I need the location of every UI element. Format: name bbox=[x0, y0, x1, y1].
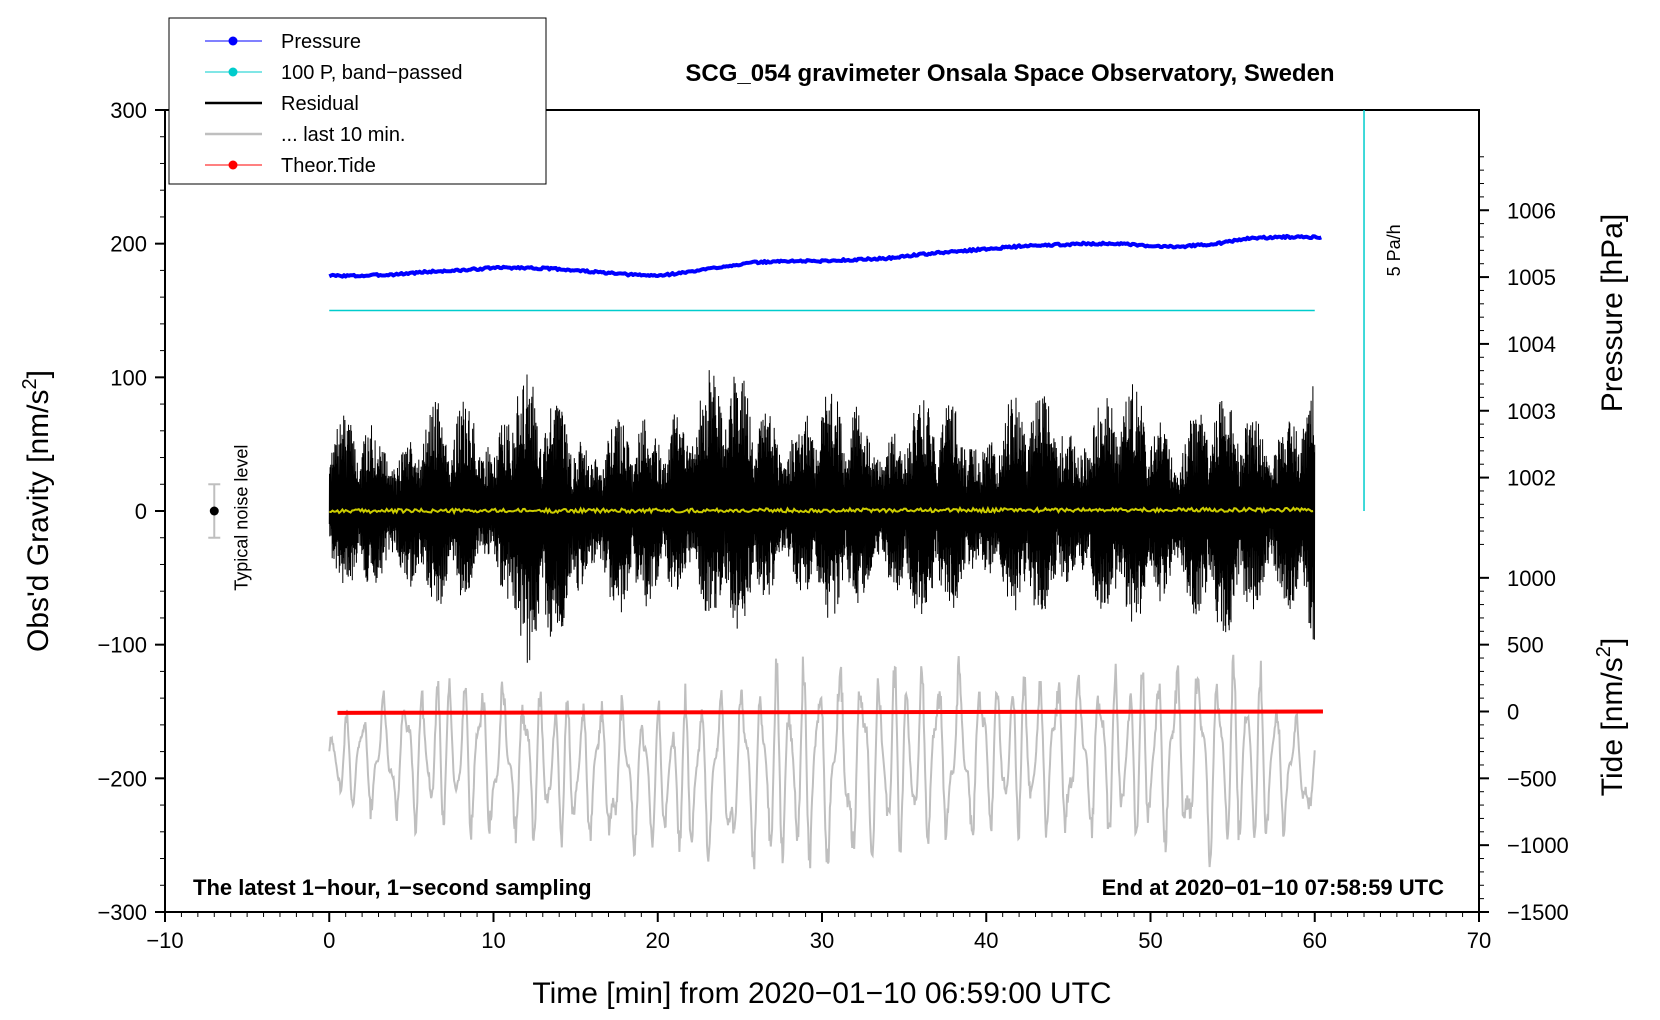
pressure-tick-label: 1002 bbox=[1507, 466, 1556, 491]
legend-marker bbox=[228, 36, 238, 46]
series-yellow-trend-line bbox=[329, 505, 1314, 516]
chart-title: SCG_054 gravimeter Onsala Space Observat… bbox=[685, 60, 1334, 87]
legend-label: Theor.Tide bbox=[281, 155, 376, 177]
annotation-layer: 5 Pa/h Typical noise level The latest 1−ho… bbox=[193, 110, 1444, 900]
tide-tick-label: −1500 bbox=[1507, 900, 1569, 925]
end-time-note: End at 2020−01−10 07:58:59 UTC bbox=[1102, 875, 1445, 900]
pressure-tick-label: 1005 bbox=[1507, 265, 1556, 290]
pressure-tick-label: 1006 bbox=[1507, 198, 1556, 223]
legend: Pressure 100 P, band−passed Residual ... la… bbox=[168, 17, 547, 185]
y-tick-label: −200 bbox=[97, 766, 147, 791]
y-tick-label: −100 bbox=[97, 633, 147, 658]
y-tick-label: 0 bbox=[135, 499, 147, 524]
latest-sampling-note: The latest 1−hour, 1−second sampling bbox=[193, 875, 592, 900]
tide-tick-label: −1000 bbox=[1507, 833, 1569, 858]
x-tick-label: 70 bbox=[1467, 928, 1491, 953]
legend-label: 100 P, band−passed bbox=[281, 62, 462, 84]
legend-marker bbox=[228, 67, 238, 77]
tide-tick-label: 0 bbox=[1507, 700, 1519, 725]
noise-level-dot bbox=[209, 506, 219, 516]
x-tick-label: 0 bbox=[323, 928, 335, 953]
series-pressure-line bbox=[328, 233, 1323, 279]
legend-rows: Pressure 100 P, band−passed Residual ... la… bbox=[205, 31, 462, 177]
series-layer bbox=[328, 233, 1323, 870]
x-tick-label: 60 bbox=[1303, 928, 1327, 953]
x-tick-label: 10 bbox=[481, 928, 505, 953]
legend-label: Pressure bbox=[281, 31, 361, 53]
x-tick-label: 30 bbox=[810, 928, 834, 953]
x-axis-label: Time [min] from 2020−01−10 06:59:00 UTC bbox=[532, 977, 1111, 1010]
x-tick-label: −10 bbox=[146, 928, 183, 953]
noise-level-label: Typical noise level bbox=[231, 445, 251, 591]
legend-box bbox=[168, 17, 547, 185]
five-pa-label: 5 Pa/h bbox=[1384, 224, 1404, 276]
tide-axis-label: Tide [nm/s2] bbox=[1593, 638, 1629, 796]
pressure-axis-label: Pressure [hPa] bbox=[1596, 214, 1629, 412]
legend-label: ... last 10 min. bbox=[281, 124, 406, 146]
y-tick-label: 100 bbox=[110, 365, 147, 390]
x-tick-label: 50 bbox=[1138, 928, 1162, 953]
legend-label: Residual bbox=[281, 93, 359, 115]
pressure-tick-label: 1003 bbox=[1507, 399, 1556, 424]
tide-tick-label: 1000 bbox=[1507, 566, 1556, 591]
y-axis-label: Obs'd Gravity [nm/s2] bbox=[19, 370, 55, 652]
y-tick-label: −300 bbox=[97, 900, 147, 925]
y-tick-label: 200 bbox=[110, 232, 147, 257]
tide-tick-label: −500 bbox=[1507, 766, 1557, 791]
pressure-tick-label: 1004 bbox=[1507, 332, 1556, 357]
tide-tick-label: 500 bbox=[1507, 633, 1544, 658]
x-tick-label: 20 bbox=[646, 928, 670, 953]
y-tick-label: 300 bbox=[110, 98, 147, 123]
legend-marker bbox=[228, 160, 238, 170]
series-theor-tide-line bbox=[337, 709, 1323, 715]
x-tick-label: 40 bbox=[974, 928, 998, 953]
ticks-layer: −10 0 10 20 30 40 50 60 703002001000−100−200−300… bbox=[97, 98, 1568, 953]
